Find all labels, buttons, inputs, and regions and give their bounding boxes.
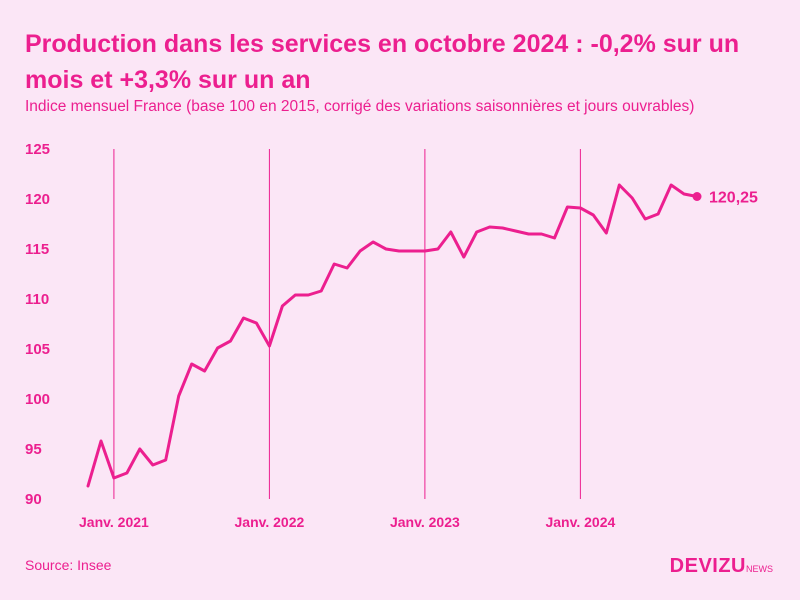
- y-axis: 90 95 100 105 110 115 120 125: [25, 141, 50, 508]
- chart-title: Production dans les services en octobre …: [25, 30, 740, 94]
- x-tick-label: Janv. 2022: [235, 514, 305, 530]
- y-tick-label: 105: [25, 341, 50, 358]
- x-gridlines: [113, 149, 581, 499]
- y-tick-label: 90: [25, 491, 42, 508]
- devizu-logo[interactable]: DEVIZUNEWS: [670, 555, 773, 578]
- y-tick-label: 100: [25, 391, 50, 408]
- series-line: [86, 183, 699, 488]
- y-tick-label: 115: [25, 241, 49, 258]
- y-tick-label: 110: [25, 291, 49, 308]
- logo-sub: NEWS: [746, 564, 773, 574]
- end-point-marker: [692, 192, 702, 201]
- chart-subtitle: Indice mensuel France (base 100 en 2015,…: [25, 98, 695, 115]
- end-value-label: 120,25: [709, 190, 758, 207]
- y-tick-label: 95: [25, 441, 42, 458]
- y-tick-label: 125: [25, 141, 50, 158]
- x-tick-label: Janv. 2023: [390, 514, 460, 530]
- source-note: Source: Insee: [25, 557, 112, 573]
- logo-main: DEVIZU: [669, 555, 746, 577]
- x-tick-label: Janv. 2021: [79, 514, 149, 530]
- y-tick-label: 120: [25, 191, 50, 208]
- x-axis: Janv. 2021 Janv. 2022 Janv. 2023 Janv. 2024: [79, 514, 615, 530]
- x-tick-label: Janv. 2024: [545, 514, 615, 530]
